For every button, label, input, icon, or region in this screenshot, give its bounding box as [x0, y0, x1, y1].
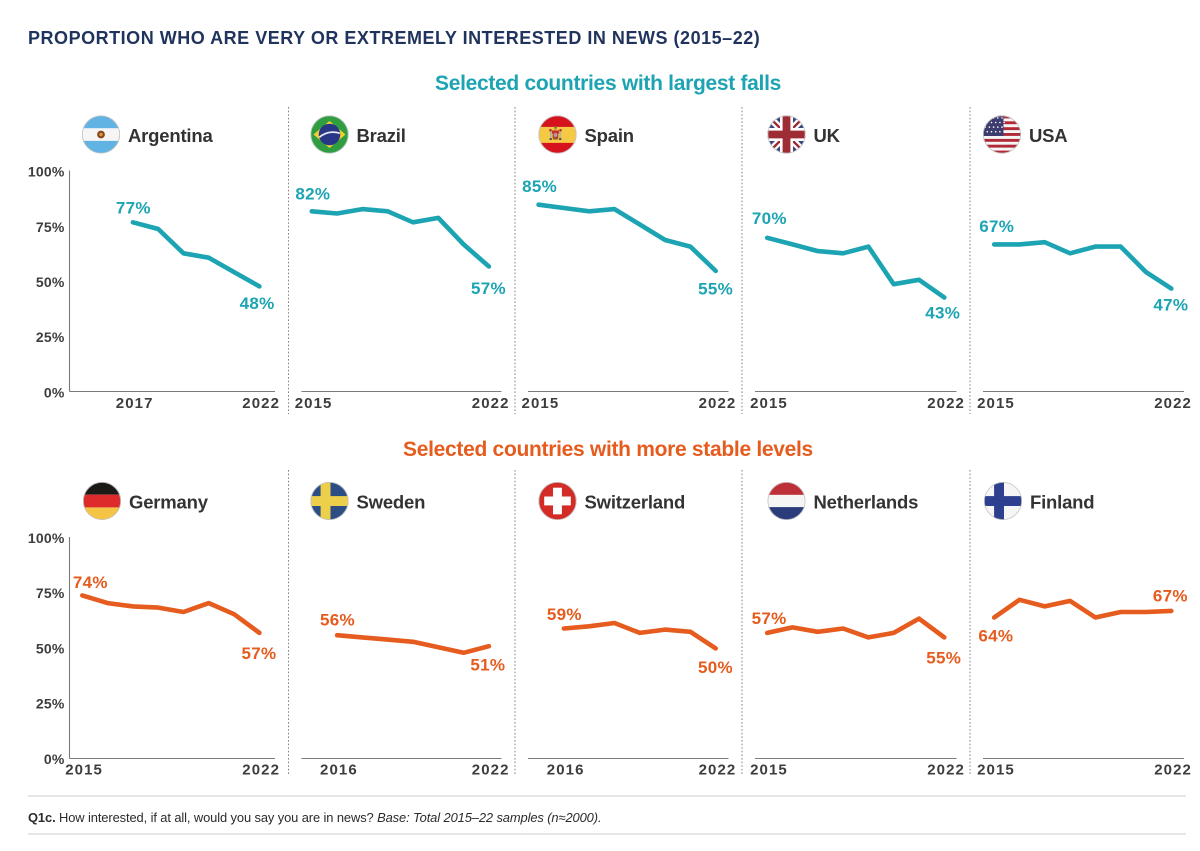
svg-text:50%: 50% — [36, 274, 65, 290]
svg-text:43%: 43% — [925, 304, 960, 323]
svg-text:2022: 2022 — [1154, 395, 1192, 412]
svg-text:Argentina: Argentina — [128, 125, 213, 146]
svg-text:64%: 64% — [978, 627, 1013, 646]
svg-text:Q1c. How interested, if at all: Q1c. How interested, if at all, would yo… — [28, 810, 601, 825]
svg-text:2022: 2022 — [699, 395, 737, 412]
svg-text:55%: 55% — [698, 279, 733, 298]
svg-text:Selected countries with more s: Selected countries with more stable leve… — [403, 438, 813, 461]
svg-text:100%: 100% — [28, 164, 65, 180]
svg-text:USA: USA — [1029, 125, 1067, 146]
svg-text:2015: 2015 — [750, 762, 788, 779]
svg-text:55%: 55% — [926, 649, 961, 668]
svg-text:Switzerland: Switzerland — [585, 492, 686, 513]
svg-text:2015: 2015 — [977, 395, 1015, 412]
svg-text:2022: 2022 — [472, 762, 510, 779]
svg-text:2022: 2022 — [1154, 762, 1192, 779]
svg-text:25%: 25% — [36, 329, 65, 345]
svg-text:2022: 2022 — [472, 395, 510, 412]
svg-text:2022: 2022 — [242, 762, 280, 779]
svg-text:85%: 85% — [522, 177, 557, 196]
svg-text:Brazil: Brazil — [357, 125, 406, 146]
svg-text:57%: 57% — [242, 644, 277, 663]
svg-text:2022: 2022 — [927, 762, 965, 779]
svg-text:57%: 57% — [471, 279, 506, 298]
svg-text:77%: 77% — [116, 198, 151, 217]
svg-text:50%: 50% — [698, 658, 733, 677]
svg-text:Spain: Spain — [585, 125, 634, 146]
svg-text:48%: 48% — [240, 294, 275, 313]
svg-text:0%: 0% — [44, 751, 65, 767]
svg-text:2016: 2016 — [320, 762, 358, 779]
svg-text:56%: 56% — [320, 611, 355, 630]
svg-text:2022: 2022 — [927, 395, 965, 412]
svg-text:25%: 25% — [36, 696, 65, 712]
svg-text:51%: 51% — [470, 656, 505, 675]
svg-text:67%: 67% — [1153, 587, 1188, 606]
svg-text:67%: 67% — [979, 217, 1014, 236]
svg-text:74%: 74% — [73, 573, 108, 592]
svg-text:75%: 75% — [36, 585, 65, 601]
svg-text:Sweden: Sweden — [357, 492, 426, 513]
svg-text:2015: 2015 — [295, 395, 333, 412]
svg-text:2015: 2015 — [750, 395, 788, 412]
svg-text:2016: 2016 — [547, 762, 585, 779]
svg-text:2015: 2015 — [977, 762, 1015, 779]
svg-text:0%: 0% — [44, 385, 65, 401]
svg-text:2015: 2015 — [522, 395, 560, 412]
svg-text:82%: 82% — [295, 185, 330, 204]
svg-text:Germany: Germany — [129, 492, 209, 513]
svg-text:47%: 47% — [1153, 295, 1188, 314]
svg-text:2022: 2022 — [699, 762, 737, 779]
svg-text:UK: UK — [814, 125, 841, 146]
svg-text:2017: 2017 — [116, 395, 154, 412]
svg-text:59%: 59% — [547, 605, 582, 624]
svg-text:100%: 100% — [28, 530, 65, 546]
svg-text:Netherlands: Netherlands — [814, 492, 919, 513]
svg-text:70%: 70% — [752, 209, 787, 228]
svg-text:2015: 2015 — [65, 762, 103, 779]
svg-text:75%: 75% — [36, 219, 65, 235]
svg-text:Selected countries with larges: Selected countries with largest falls — [435, 72, 781, 95]
svg-text:Finland: Finland — [1030, 492, 1094, 513]
svg-text:PROPORTION WHO ARE VERY OR EXT: PROPORTION WHO ARE VERY OR EXTREMELY INT… — [28, 28, 760, 48]
svg-text:50%: 50% — [36, 640, 65, 656]
svg-text:57%: 57% — [752, 609, 787, 628]
svg-text:2022: 2022 — [242, 395, 280, 412]
